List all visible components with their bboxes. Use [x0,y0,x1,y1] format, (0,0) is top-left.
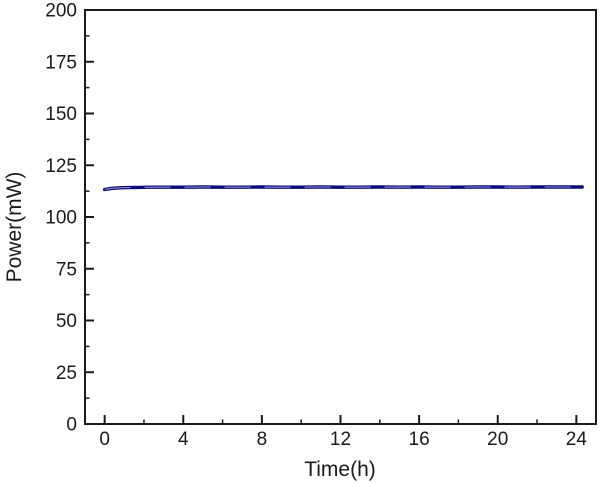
y-tick-label: 25 [56,363,77,384]
plot-frame [84,9,597,425]
x-tick-label: 0 [99,429,110,450]
y-tick-label: 75 [56,259,77,280]
x-tick-label: 4 [178,429,189,450]
x-axis-title: Time(h) [304,458,376,481]
y-tick-label: 0 [66,415,77,436]
x-tick-label: 24 [566,429,588,450]
y-axis-title: Power(mW) [3,172,26,283]
x-tick-label: 8 [257,429,268,450]
plot-area [85,10,596,424]
data-series-layer [102,185,584,192]
x-tick-label: 12 [330,429,351,450]
data-line-core [104,186,583,191]
x-tick-label: 16 [409,429,430,450]
y-tick-label: 100 [45,208,77,229]
ticks-layer: 0 4 8 12 16 20 24 0 25 50 75 100 125 150 175 200 [45,1,587,451]
y-tick-label: 200 [45,1,77,22]
y-tick-label: 50 [56,311,77,332]
y-tick-label: 150 [45,104,77,125]
y-tick-label: 125 [45,156,77,177]
x-tick-label: 20 [487,429,508,450]
y-tick-label: 175 [45,52,77,73]
